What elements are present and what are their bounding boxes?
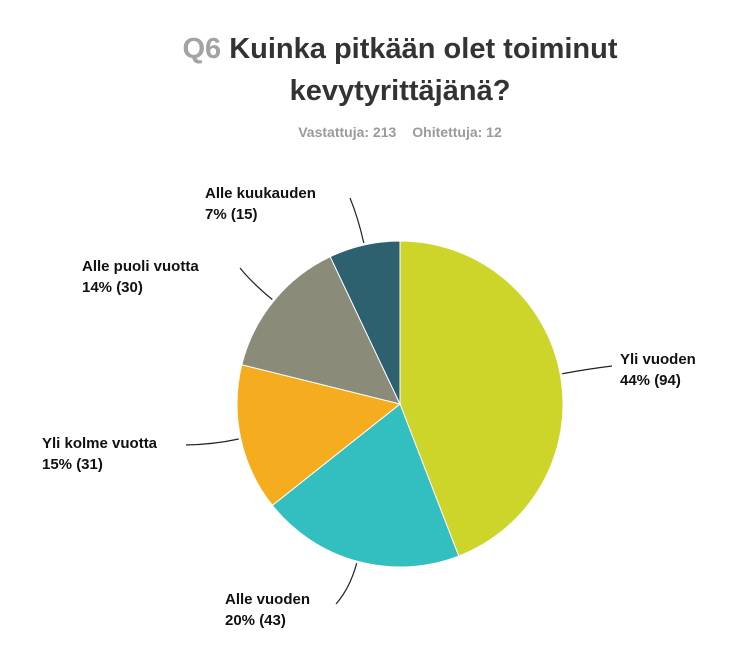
skipped: Ohitettuja: 12	[412, 124, 502, 140]
question-number: Q6	[182, 33, 222, 65]
value-label: 14% (30)	[82, 279, 143, 296]
pie-slice	[271, 403, 460, 568]
pie-slice	[399, 240, 564, 557]
title-text: Kuinka pitkään olet toiminut kevytyrittä…	[229, 33, 618, 107]
value-label: 15% (31)	[42, 456, 103, 473]
slice-label: Alle puoli vuotta	[82, 258, 199, 275]
leader-line	[349, 197, 365, 244]
slice-label: Alle kuukauden	[205, 185, 316, 202]
slice-label: Yli kolme vuotta	[42, 435, 158, 452]
leader-line	[185, 438, 239, 446]
pie-slice	[329, 240, 401, 405]
slice-label: Alle vuoden	[225, 591, 310, 608]
value-label: 20% (43)	[225, 612, 286, 629]
value-label: 7% (15)	[205, 206, 258, 223]
subtitle: Vastattuja: 213 Ohitettuja: 12	[200, 124, 600, 140]
leader-line	[335, 563, 358, 605]
slice-label: Yli vuoden	[620, 351, 696, 368]
chart-title: Q6 Kuinka pitkään olet toiminut kevytyri…	[140, 28, 660, 112]
pie-slice	[241, 256, 401, 405]
answered: Vastattuja: 213	[298, 124, 397, 140]
value-label: 44% (94)	[620, 372, 681, 389]
leader-line	[239, 267, 273, 300]
pie-slice	[236, 364, 402, 507]
leader-line	[562, 365, 613, 375]
